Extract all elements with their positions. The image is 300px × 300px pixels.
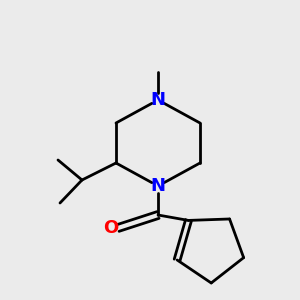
- Text: N: N: [151, 91, 166, 109]
- Text: O: O: [103, 219, 118, 237]
- Text: N: N: [151, 177, 166, 195]
